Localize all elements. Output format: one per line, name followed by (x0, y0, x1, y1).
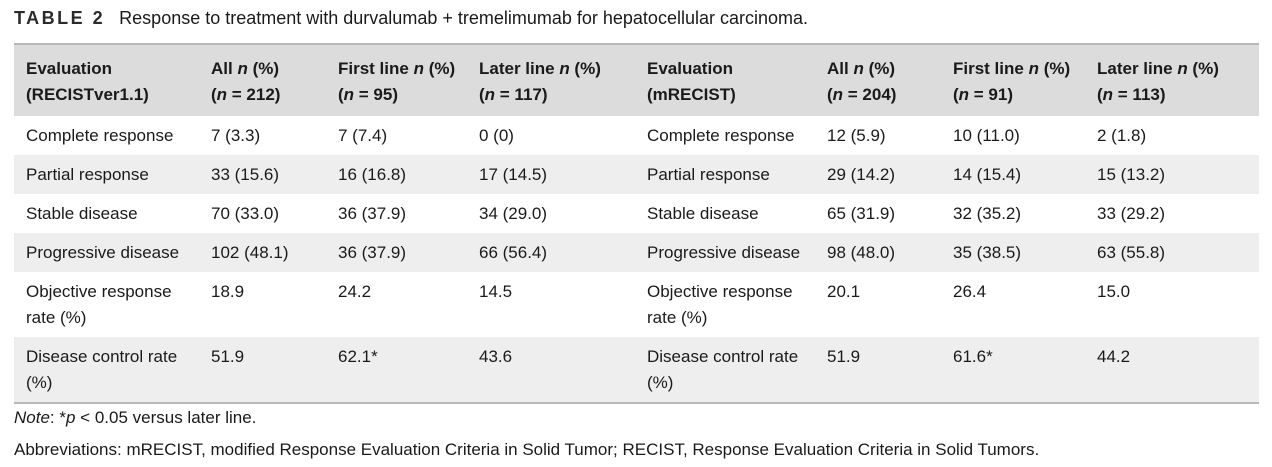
header-evaluation-recist: Evaluation (RECISTver1.1) (26, 59, 149, 104)
response-table: Evaluation (RECISTver1.1) All n (%) (n = 2… (14, 43, 1259, 404)
table-cell: 102 (48.1) (211, 243, 289, 262)
table-cell: 7 (3.3) (211, 126, 261, 145)
table-cell: Complete response (647, 126, 795, 145)
table-cell: Stable disease (26, 204, 138, 223)
table-cell: 24.2 (338, 282, 372, 301)
table-cell: Progressive disease (26, 243, 180, 262)
table-row: Progressive disease 102 (48.1) 36 (37.9)… (14, 233, 1259, 272)
table-row: Partial response 33 (15.6) 16 (16.8) 17 … (14, 155, 1259, 194)
table-cell: 14 (15.4) (953, 165, 1022, 184)
table-cell: 65 (31.9) (827, 204, 896, 223)
table-cell: 98 (48.0) (827, 243, 896, 262)
table-cell: 32 (35.2) (953, 204, 1022, 223)
table-cell: 36 (37.9) (338, 204, 407, 223)
table-cell: 18.9 (211, 282, 245, 301)
table-cell: 36 (37.9) (338, 243, 407, 262)
table-title: Response to treatment with durvalumab + … (119, 8, 808, 28)
header-row: Evaluation (RECISTver1.1) All n (%) (n = 2… (14, 44, 1259, 116)
table-note: Note: *p < 0.05 versus later line. (14, 408, 257, 427)
table-cell: 66 (56.4) (479, 243, 548, 262)
header-later-line-mrecist: Later line n (%) (n = 113) (1097, 59, 1219, 104)
table-row: Disease control rate (%) 51.9 62.1* 43.6… (14, 337, 1259, 403)
table-cell: Objective response rate (%) (647, 282, 793, 327)
table-cell: 62.1* (338, 347, 378, 366)
table-cell: 61.6* (953, 347, 993, 366)
table-cell: 26.4 (953, 282, 987, 301)
table-row: Stable disease 70 (33.0) 36 (37.9) 34 (2… (14, 194, 1259, 233)
table-cell: 51.9 (211, 347, 245, 366)
table-cell: Partial response (647, 165, 770, 184)
table-cell: 70 (33.0) (211, 204, 280, 223)
header-first-line-mrecist: First line n (%) (n = 91) (953, 59, 1071, 104)
table-cell: 15.0 (1097, 282, 1131, 301)
table-cell: 35 (38.5) (953, 243, 1022, 262)
table-cell: Complete response (26, 126, 174, 145)
header-evaluation-mrecist: Evaluation (mRECIST) (647, 59, 736, 104)
header-first-line-recist: First line n (%) (n = 95) (338, 59, 456, 104)
table-cell: Objective response rate (%) (26, 282, 172, 327)
table-cell: 44.2 (1097, 347, 1131, 366)
table-cell: 16 (16.8) (338, 165, 407, 184)
table-cell: 7 (7.4) (338, 126, 388, 145)
table-cell: Progressive disease (647, 243, 801, 262)
table-cell: Disease control rate (%) (26, 347, 178, 392)
table-caption: TABLE 2 Response to treatment with durval… (14, 8, 808, 29)
table-cell: 14.5 (479, 282, 513, 301)
table-cell: Partial response (26, 165, 149, 184)
table-cell: 34 (29.0) (479, 204, 548, 223)
header-all-recist: All n (%) (n = 212) (211, 59, 281, 104)
table-cell: 17 (14.5) (479, 165, 548, 184)
table-cell: 12 (5.9) (827, 126, 886, 145)
table-row: Objective response rate (%) 18.9 24.2 14… (14, 272, 1259, 337)
table-abbreviations: Abbreviations: mRECIST, modified Respons… (14, 440, 1040, 459)
table-cell: 51.9 (827, 347, 861, 366)
table-cell: 33 (15.6) (211, 165, 280, 184)
table-cell: 20.1 (827, 282, 861, 301)
table-cell: Stable disease (647, 204, 759, 223)
table-cell: 33 (29.2) (1097, 204, 1166, 223)
table-cell: 63 (55.8) (1097, 243, 1166, 262)
table-cell: Disease control rate (%) (647, 347, 799, 392)
table-cell: 0 (0) (479, 126, 514, 145)
table-row: Complete response 7 (3.3) 7 (7.4) 0 (0) … (14, 116, 1259, 155)
header-later-line-recist: Later line n (%) (n = 117) (479, 59, 601, 104)
table-cell: 29 (14.2) (827, 165, 896, 184)
table-cell: 43.6 (479, 347, 513, 366)
table-cell: 10 (11.0) (953, 126, 1020, 145)
header-all-mrecist: All n (%) (n = 204) (827, 59, 897, 104)
table-cell: 15 (13.2) (1097, 165, 1166, 184)
table-cell: 2 (1.8) (1097, 126, 1147, 145)
table-label: TABLE 2 (14, 8, 106, 28)
